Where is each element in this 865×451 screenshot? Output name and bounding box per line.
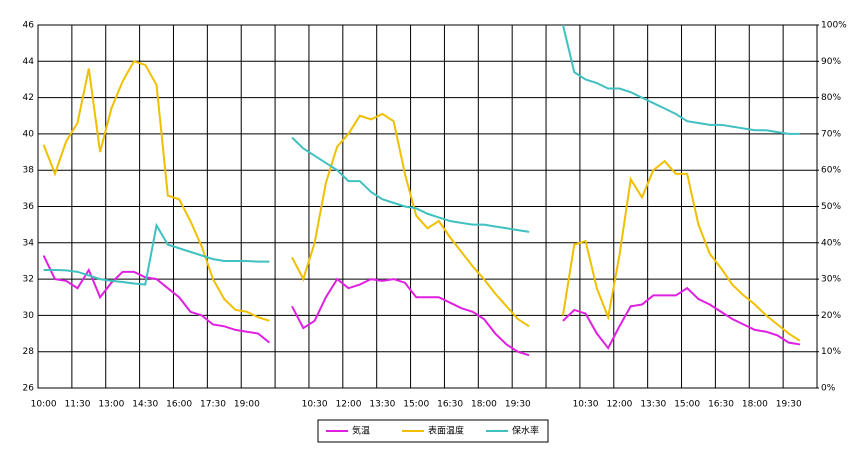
y2-tick-label: 80% — [821, 93, 841, 103]
series-line — [43, 24, 801, 286]
y-tick-label: 38 — [23, 166, 35, 176]
legend-label: 表面温度 — [428, 425, 464, 437]
x-tick-label: 12:00 — [606, 400, 632, 410]
x-tick-label: 13:30 — [640, 400, 666, 410]
x-tick-label: 16:00 — [166, 400, 192, 410]
y2-tick-label: 10% — [821, 347, 841, 357]
y2-tick-label: 30% — [821, 275, 841, 285]
y-tick-label: 42 — [23, 93, 34, 103]
x-tick-label: 19:00 — [234, 400, 260, 410]
x-tick-label: 19:30 — [776, 400, 802, 410]
y2-tick-label: 60% — [821, 166, 841, 176]
x-tick-label: 15:00 — [674, 400, 700, 410]
x-tick-label: 14:30 — [132, 400, 158, 410]
y2-tick-label: 20% — [821, 311, 841, 321]
y2-tick-label: 100% — [821, 21, 847, 31]
y-tick-label: 46 — [23, 21, 35, 31]
x-tick-label: 17:30 — [200, 400, 226, 410]
y2-tick-label: 50% — [821, 202, 841, 212]
y-tick-label: 26 — [23, 384, 35, 394]
series-line — [42, 255, 801, 357]
x-tick-label: 10:00 — [31, 400, 57, 410]
y2-tick-label: 0% — [821, 384, 836, 394]
legend-label: 気温 — [352, 425, 370, 437]
series-line — [42, 60, 801, 342]
y-tick-label: 36 — [23, 202, 35, 212]
x-tick-label: 18:00 — [742, 400, 768, 410]
y-tick-label: 44 — [23, 57, 35, 67]
y-tick-label: 40 — [23, 129, 35, 139]
legend-label: 保水率 — [512, 425, 539, 437]
x-tick-label: 16:30 — [437, 400, 463, 410]
x-tick-label: 18:00 — [471, 400, 497, 410]
y-tick-label: 28 — [23, 347, 35, 357]
y-tick-label: 30 — [23, 311, 35, 321]
y2-tick-label: 40% — [821, 238, 841, 248]
x-tick-label: 10:30 — [302, 400, 328, 410]
x-tick-label: 13:30 — [369, 400, 395, 410]
x-tick-label: 19:30 — [505, 400, 531, 410]
x-tick-label: 13:00 — [98, 400, 124, 410]
legend-box — [317, 419, 549, 443]
x-tick-label: 16:30 — [708, 400, 734, 410]
x-tick-label: 15:00 — [403, 400, 429, 410]
x-tick-label: 11:30 — [65, 400, 91, 410]
x-tick-label: 10:30 — [573, 400, 599, 410]
y-tick-label: 34 — [23, 238, 35, 248]
y-tick-label: 32 — [23, 275, 34, 285]
y2-tick-label: 90% — [821, 57, 841, 67]
y2-tick-label: 70% — [821, 129, 841, 139]
x-tick-label: 12:00 — [336, 400, 362, 410]
